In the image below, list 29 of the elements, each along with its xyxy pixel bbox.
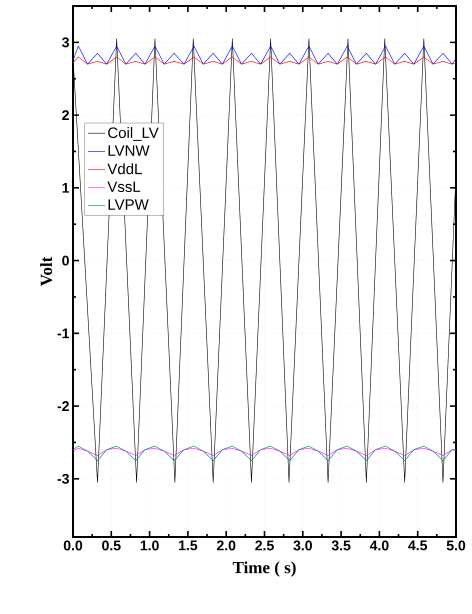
x-tick-label: 1.0 bbox=[140, 540, 159, 550]
line-series bbox=[73, 46, 456, 64]
x-tick-label: 0.5 bbox=[102, 540, 121, 550]
x-tick-label: 3.5 bbox=[332, 540, 350, 550]
line-series bbox=[73, 448, 456, 456]
y-tick-label: 1 bbox=[62, 183, 70, 193]
x-tick-label: 2.5 bbox=[255, 540, 274, 550]
legend-label: Coil_LV bbox=[108, 127, 159, 141]
legend-label: VddL bbox=[107, 163, 142, 174]
x-tick-label: 4.5 bbox=[408, 540, 428, 550]
x-axis-title: Time ( s) bbox=[232, 561, 296, 577]
y-tick-label: -3 bbox=[58, 474, 69, 484]
line-series bbox=[73, 56, 456, 64]
x-tick-label: 3.0 bbox=[293, 540, 312, 550]
legend-label: LVNW bbox=[108, 145, 150, 156]
y-tick-label: 2 bbox=[62, 110, 69, 120]
x-tick-label: 4.0 bbox=[370, 540, 389, 550]
x-tick-label: 0.0 bbox=[64, 540, 82, 550]
y-tick-label: 3 bbox=[62, 37, 69, 48]
line-series bbox=[73, 446, 456, 461]
legend-label: LVPW bbox=[108, 199, 149, 210]
y-axis-title: Volt bbox=[40, 256, 52, 286]
legend-label: VssL bbox=[107, 182, 140, 192]
x-tick-label: 2.0 bbox=[216, 540, 236, 550]
x-tick-label: 5.0 bbox=[446, 540, 466, 550]
x-tick-label: 1.5 bbox=[179, 540, 198, 550]
y-tick-label: 0 bbox=[62, 256, 69, 266]
y-tick-label: -1 bbox=[58, 328, 70, 338]
y-tick-label: -2 bbox=[58, 401, 69, 411]
